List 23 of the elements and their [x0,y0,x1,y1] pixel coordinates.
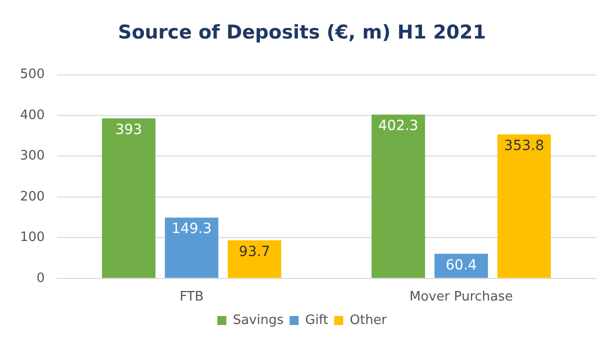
data-label: 353.8 [504,138,544,154]
y-tick-label: 300 [20,148,45,164]
data-label: 393 [115,122,142,138]
y-tick-label: 100 [20,230,45,246]
y-tick-label: 500 [20,67,45,82]
chart-title: Source of Deposits (€, m) H1 2021 [118,21,486,44]
legend-label: Savings [232,312,284,328]
bar [372,114,426,278]
legend-label: Gift [305,312,328,328]
data-label: 402.3 [378,118,418,134]
x-tick-label: FTB [180,290,204,305]
data-label: 149.3 [172,221,212,238]
legend-label: Other [350,312,388,328]
y-tick-label: 400 [20,108,45,123]
y-tick-label: 0 [36,270,45,286]
x-tick-label: Mover Purchase [410,290,513,305]
data-label: 93.7 [238,244,270,260]
bar [164,218,218,278]
data-label: 60.4 [446,257,477,274]
bar [102,118,156,278]
bar [228,240,282,278]
y-tick-label: 200 [20,189,45,204]
bar [497,134,551,278]
